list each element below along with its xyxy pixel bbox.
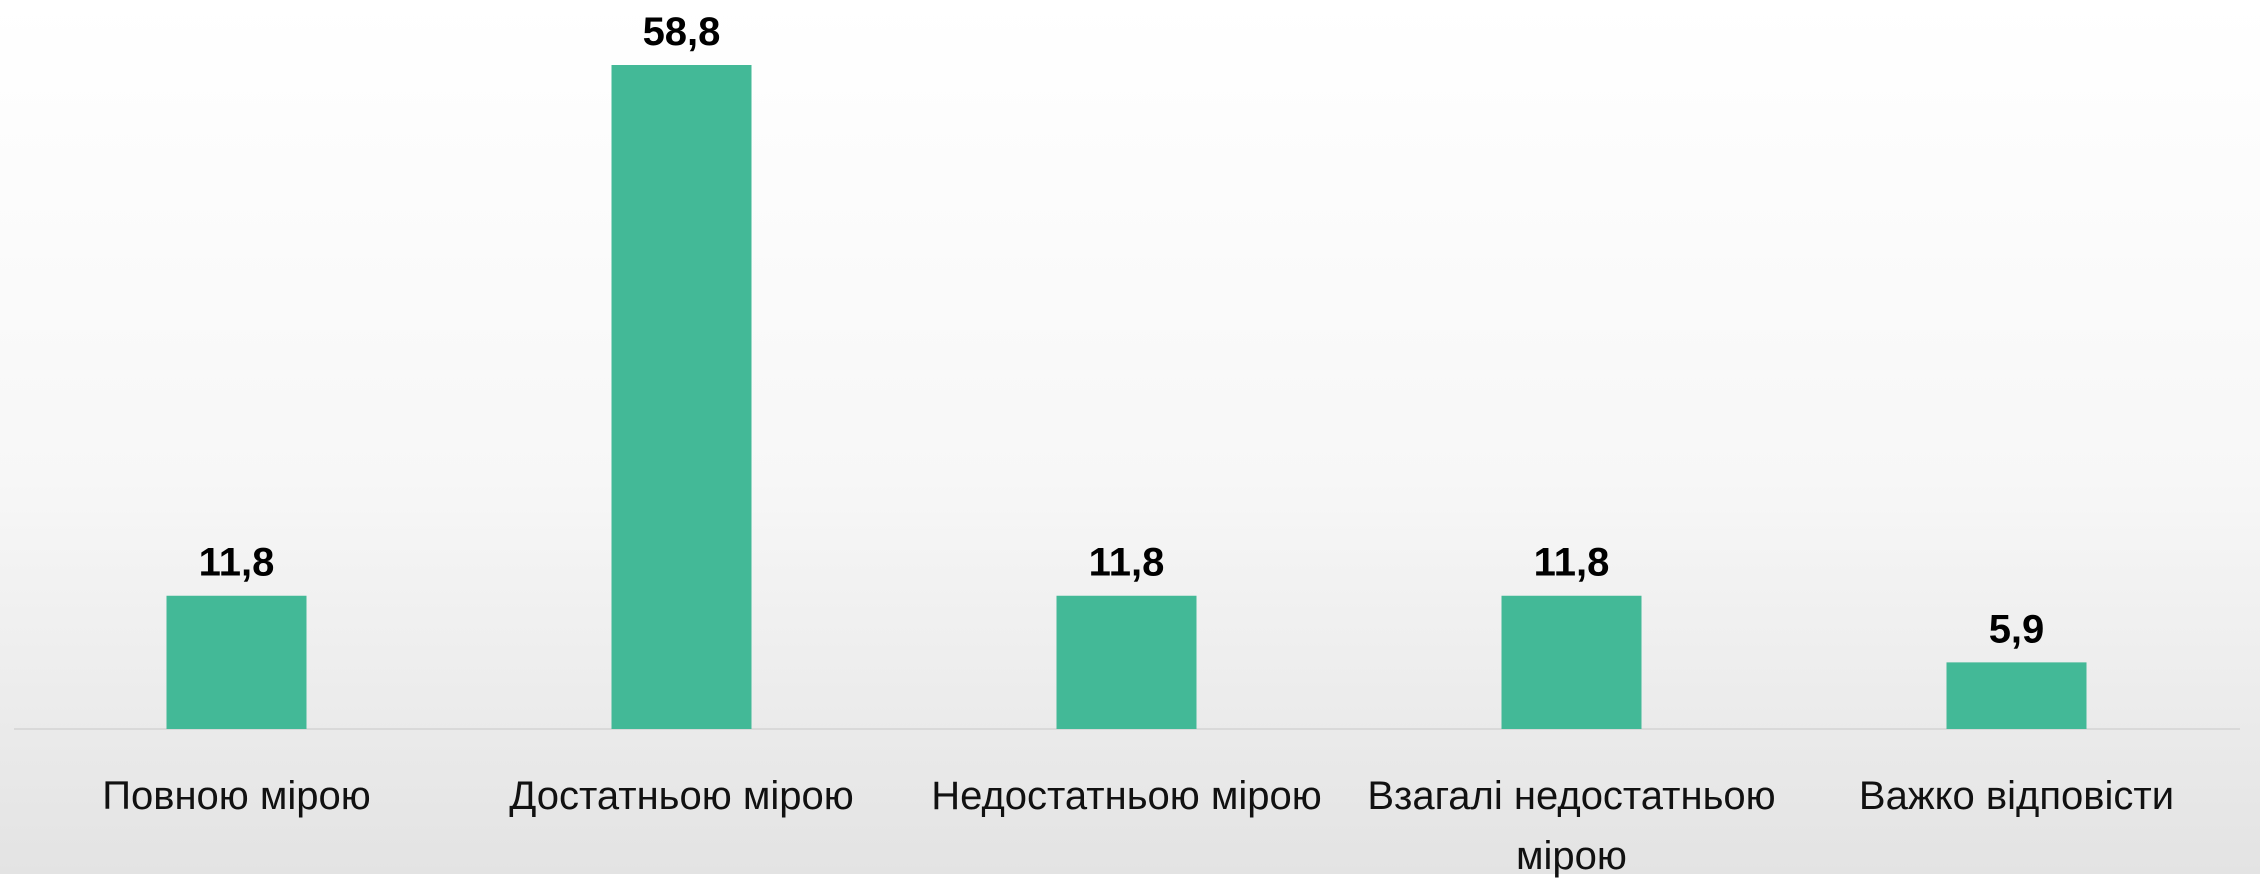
bar xyxy=(166,595,307,729)
bar xyxy=(611,65,752,729)
value-label: 58,8 xyxy=(643,10,721,54)
value-label: 11,8 xyxy=(1089,541,1165,585)
bar xyxy=(1501,595,1642,729)
x-tick-label: Повною мірою xyxy=(102,774,371,818)
x-tick-label: Достатньою мірою xyxy=(509,774,854,818)
x-tick-label: Взагалі недостатньою мірою xyxy=(1367,774,1776,878)
value-label: 11,8 xyxy=(199,541,275,585)
value-label: 5,9 xyxy=(1989,607,2045,651)
bar xyxy=(1056,595,1197,729)
x-tick-label: Недостатньою мірою xyxy=(931,774,1322,818)
x-tick-label: Важко відповісти xyxy=(1858,774,2175,818)
value-label: 11,8 xyxy=(1534,541,1610,585)
bar xyxy=(1946,662,2087,729)
